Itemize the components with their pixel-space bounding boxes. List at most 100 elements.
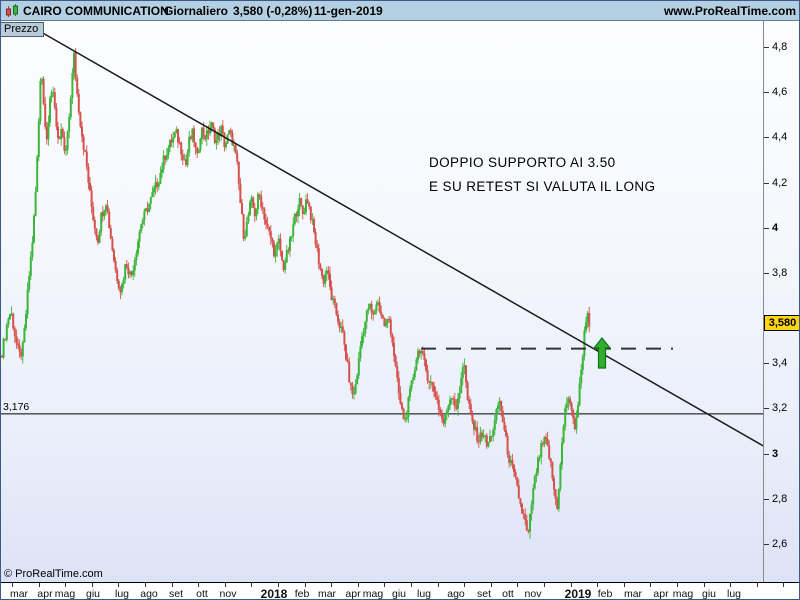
month-label: ago <box>140 588 158 600</box>
month-label: set <box>476 588 492 600</box>
time-tick <box>464 583 466 587</box>
month-label: mar <box>623 588 643 600</box>
price-tick <box>764 363 769 365</box>
quote-date: 11-gen-2019 <box>314 4 383 18</box>
time-tick <box>623 583 625 587</box>
month-label: apr <box>37 588 53 600</box>
instrument-name: CAIRO COMMUNICATION <box>23 4 169 18</box>
last-quote: 3,580 (-0,28%) <box>233 4 313 18</box>
month-label: lug <box>114 588 130 600</box>
month-label: giu <box>701 588 717 600</box>
price-tick-label: 3,8 <box>772 266 788 279</box>
price-panel-tab[interactable]: Prezzo <box>1 22 45 37</box>
price-tick <box>764 408 769 410</box>
time-tick <box>597 583 599 587</box>
month-label: mar <box>9 588 29 600</box>
time-tick <box>730 583 732 587</box>
month-label: apr <box>653 588 669 600</box>
price-tick-label: 2,8 <box>772 492 788 505</box>
month-label: ott <box>196 588 208 600</box>
month-label: mar <box>317 588 337 600</box>
time-axis[interactable]: mar apr mag giu lug ago set ott nov 2018 feb mar apr… <box>1 582 799 600</box>
price-tick-label: 4,6 <box>772 86 788 99</box>
price-tick-label: 4,4 <box>772 131 788 144</box>
time-tick <box>171 583 173 587</box>
time-tick <box>12 583 13 587</box>
time-tick <box>783 583 785 587</box>
month-label: ott <box>502 588 514 600</box>
time-tick <box>756 583 758 587</box>
month-label: lug <box>416 588 432 600</box>
month-label: mag <box>362 588 384 600</box>
time-tick <box>544 583 545 587</box>
price-tick <box>764 498 769 500</box>
time-tick <box>703 583 705 587</box>
price-tick-label: 3,4 <box>772 357 788 370</box>
price-tick <box>764 272 769 274</box>
chart-title-bar: CAIRO COMMUNICATION Giornaliero 3,580 (-… <box>1 1 799 21</box>
up-arrow-marker[interactable] <box>592 337 612 369</box>
time-tick <box>677 583 678 587</box>
time-tick <box>251 583 253 587</box>
time-tick <box>331 583 333 587</box>
copyright-text: © ProRealTime.com <box>4 568 103 580</box>
month-label: set <box>168 588 184 600</box>
analyst-annotation-text[interactable]: DOPPIO SUPPORTO AI 3.50 E SU RETEST SI V… <box>429 151 655 199</box>
time-tick <box>384 583 386 587</box>
year-label: 2019 <box>564 587 592 600</box>
price-tick-label: 4,2 <box>772 176 788 189</box>
annotation-line-2: E SU RETEST SI VALUTA IL LONG <box>429 179 656 194</box>
time-tick <box>145 583 146 587</box>
month-label: nov <box>219 588 237 600</box>
time-tick <box>278 583 279 587</box>
price-tick <box>764 92 769 94</box>
price-tick-label: 2,6 <box>772 538 788 550</box>
time-tick <box>490 583 492 587</box>
support-level-label: 3,176 <box>3 400 30 413</box>
descending-trendline[interactable] <box>40 31 763 448</box>
time-tick <box>224 583 226 587</box>
month-label: giu <box>85 588 101 600</box>
price-tick-label: 4,8 <box>772 41 788 53</box>
month-label: nov <box>524 588 542 600</box>
month-label: mag <box>672 588 694 600</box>
month-label: ago <box>447 588 465 600</box>
time-tick <box>517 583 519 587</box>
candlestick-chart-icon <box>6 4 18 17</box>
month-label: lug <box>726 588 742 600</box>
month-label: feb <box>294 588 310 600</box>
month-label: apr <box>345 588 361 600</box>
price-tick-label: 3 <box>772 447 779 460</box>
price-tick <box>764 137 769 139</box>
time-tick <box>437 583 439 587</box>
time-tick <box>198 583 200 587</box>
annotation-line-1: DOPPIO SUPPORTO AI 3.50 <box>429 155 616 170</box>
price-tick-label: 4 <box>772 221 779 234</box>
price-tick <box>764 453 769 455</box>
price-tick <box>764 182 769 184</box>
time-tick <box>411 583 412 587</box>
time-tick <box>65 583 67 587</box>
price-tick <box>764 227 769 229</box>
time-tick <box>650 583 652 587</box>
timeframe-label: Giornaliero <box>164 4 229 18</box>
month-label: mag <box>54 588 76 600</box>
price-tick-label: 3,2 <box>772 402 788 415</box>
candles-layer <box>1 47 591 539</box>
time-tick <box>304 583 306 587</box>
time-tick <box>91 583 93 587</box>
month-label: giu <box>391 588 407 600</box>
price-tick <box>764 544 769 545</box>
time-tick <box>118 583 120 587</box>
current-price-badge: 3,580 <box>764 314 799 331</box>
price-axis[interactable]: 3,580 4,8 4,6 4,4 4,2 4 3,8 3,4 3,2 3 2,8 2,6 <box>763 21 799 582</box>
chart-plot-area[interactable]: Prezzo DOPPIO SUPPORTO AI 3.50 E SU RETE… <box>1 21 763 582</box>
chart-canvas[interactable] <box>1 21 763 582</box>
time-tick <box>570 583 572 587</box>
price-tick <box>764 47 769 48</box>
year-label: 2018 <box>260 587 288 600</box>
time-tick <box>38 583 40 587</box>
month-label: feb <box>597 588 613 600</box>
time-tick <box>357 583 359 587</box>
